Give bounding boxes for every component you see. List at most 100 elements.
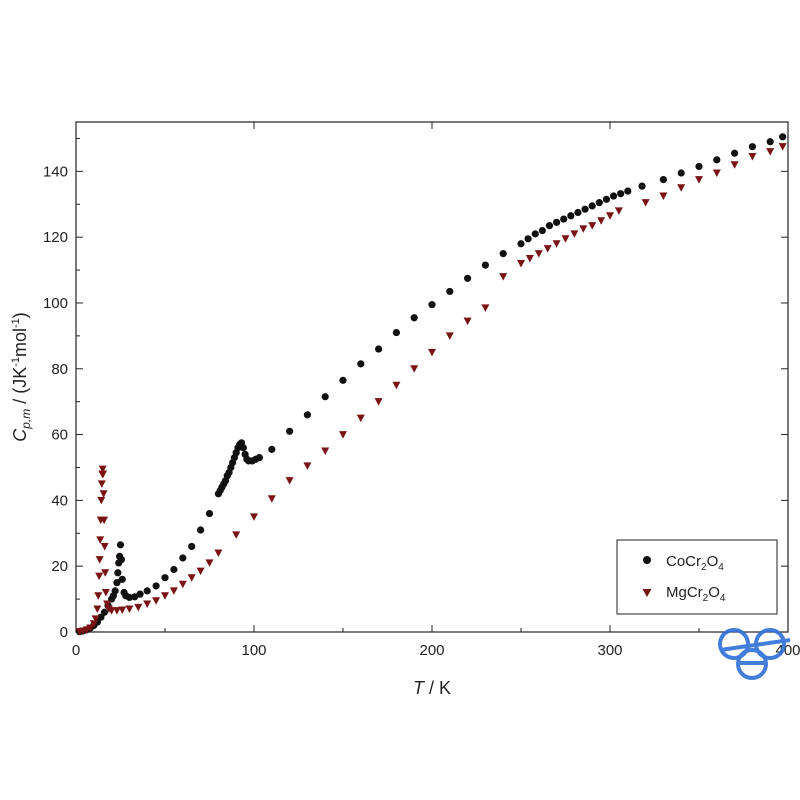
data-point bbox=[570, 230, 579, 238]
data-point bbox=[161, 592, 169, 600]
data-point bbox=[392, 328, 400, 337]
data-point bbox=[161, 574, 169, 582]
data-point bbox=[93, 605, 102, 613]
data-point bbox=[178, 580, 187, 589]
data-point bbox=[131, 593, 139, 601]
data-point bbox=[766, 148, 775, 156]
data-point bbox=[588, 222, 597, 230]
legend-marker-cocr2o4 bbox=[643, 556, 651, 564]
data-point bbox=[97, 480, 106, 488]
data-point bbox=[101, 569, 110, 577]
data-point bbox=[595, 199, 603, 207]
data-point bbox=[107, 607, 116, 615]
x-tick-label: 100 bbox=[241, 642, 266, 659]
data-point bbox=[95, 572, 104, 581]
data-point bbox=[357, 360, 365, 368]
data-point bbox=[677, 184, 686, 192]
data-point bbox=[94, 592, 103, 600]
data-point bbox=[205, 509, 214, 518]
legend-label-mgcr2o4: MgCr2O4 bbox=[666, 584, 726, 604]
data-point bbox=[588, 202, 596, 210]
data-point bbox=[695, 162, 703, 171]
data-point bbox=[356, 414, 365, 423]
y-tick-label: 80 bbox=[51, 361, 68, 378]
data-point bbox=[581, 205, 589, 213]
data-point bbox=[606, 212, 614, 220]
data-point bbox=[91, 615, 100, 623]
data-point bbox=[375, 345, 383, 353]
data-point bbox=[118, 606, 127, 614]
data-point bbox=[748, 153, 757, 161]
data-point bbox=[766, 138, 774, 146]
data-point bbox=[445, 332, 454, 340]
data-point bbox=[538, 226, 546, 235]
data-point bbox=[286, 427, 294, 435]
data-point bbox=[517, 259, 525, 268]
data-point bbox=[303, 411, 311, 419]
x-axis: 0 100 200 300 400 bbox=[72, 122, 800, 659]
x-tick-label: 300 bbox=[597, 642, 622, 659]
data-point bbox=[86, 624, 95, 633]
data-point bbox=[98, 465, 107, 474]
data-point bbox=[239, 444, 247, 452]
data-point bbox=[574, 208, 582, 217]
data-point bbox=[100, 542, 109, 551]
data-point bbox=[170, 565, 178, 574]
data-point bbox=[712, 169, 721, 177]
data-point bbox=[268, 445, 276, 453]
data-point bbox=[118, 575, 126, 583]
y-tick-label: 100 bbox=[43, 295, 68, 312]
y-tick-label: 120 bbox=[43, 229, 68, 246]
data-point bbox=[188, 542, 196, 551]
data-point bbox=[97, 496, 106, 505]
data-point bbox=[641, 199, 650, 207]
data-point bbox=[285, 477, 294, 485]
logo-icon bbox=[718, 628, 791, 680]
data-point bbox=[374, 398, 383, 406]
y-tick-label: 60 bbox=[51, 427, 68, 444]
data-point bbox=[638, 182, 646, 190]
data-point bbox=[100, 608, 109, 616]
data-point bbox=[303, 462, 312, 470]
x-tick-label: 200 bbox=[419, 642, 444, 659]
data-point bbox=[545, 222, 554, 230]
data-point bbox=[111, 587, 119, 595]
data-point bbox=[534, 250, 543, 258]
y-tick-label: 20 bbox=[51, 558, 68, 575]
data-point bbox=[187, 574, 196, 582]
data-point bbox=[339, 376, 347, 384]
data-point bbox=[250, 513, 258, 521]
data-point bbox=[267, 495, 276, 503]
data-point bbox=[713, 156, 721, 164]
data-point bbox=[100, 516, 109, 525]
data-point bbox=[481, 304, 490, 312]
y-axis-label: Cp,m / (JK-1mol-1) bbox=[10, 312, 33, 442]
data-point bbox=[214, 549, 223, 558]
data-point bbox=[609, 192, 618, 200]
data-point bbox=[779, 133, 787, 141]
data-point bbox=[103, 600, 112, 609]
data-point bbox=[143, 587, 151, 595]
data-point bbox=[114, 569, 122, 577]
data-point bbox=[117, 556, 125, 564]
data-point bbox=[152, 582, 160, 590]
x-axis-label: T / K bbox=[413, 678, 451, 698]
data-point bbox=[99, 470, 108, 479]
data-point bbox=[778, 143, 787, 151]
y-tick-label: 0 bbox=[60, 624, 68, 641]
data-point bbox=[579, 225, 588, 233]
data-point bbox=[196, 567, 205, 576]
data-point bbox=[659, 192, 668, 201]
data-point bbox=[113, 579, 121, 587]
data-point bbox=[481, 261, 489, 269]
data-point bbox=[464, 274, 472, 282]
data-point bbox=[543, 245, 552, 253]
data-point bbox=[597, 217, 606, 225]
data-point bbox=[96, 536, 105, 544]
data-point bbox=[428, 348, 436, 357]
data-point bbox=[731, 149, 739, 157]
data-point bbox=[499, 250, 507, 258]
data-point bbox=[617, 190, 625, 198]
data-point bbox=[125, 593, 133, 602]
